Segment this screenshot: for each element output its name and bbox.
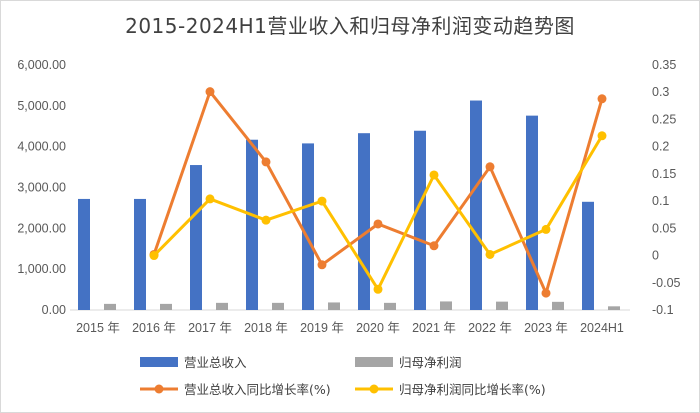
revenue-bar xyxy=(358,133,370,310)
y-right-tick-label: 0.3 xyxy=(652,85,669,99)
net-profit-bar xyxy=(104,303,116,310)
legend-label: 营业总收入同比增长率(%) xyxy=(184,382,331,397)
y-right-tick-label: 0 xyxy=(652,249,659,263)
net-profit-bar xyxy=(440,301,452,310)
y-right-tick-label: 0.05 xyxy=(652,221,676,235)
net-profit-bar xyxy=(328,302,340,310)
y-left-tick-label: 3,000.00 xyxy=(17,181,66,195)
y-left-tick-label: 2,000.00 xyxy=(17,221,66,235)
net-profit-bar xyxy=(552,301,564,310)
revenue-bar xyxy=(414,130,426,310)
net-profit-growth-point xyxy=(373,284,383,294)
net-profit-bar xyxy=(496,301,508,310)
y-right-tick-label: 0.2 xyxy=(652,140,669,154)
y-left-tick-label: 1,000.00 xyxy=(17,262,66,276)
revenue-bar xyxy=(470,100,482,311)
y-left-tick-label: 4,000.00 xyxy=(17,140,66,154)
revenue-growth-point xyxy=(205,87,215,97)
revenue-growth-point xyxy=(373,219,383,229)
revenue-bar xyxy=(78,198,90,310)
net-profit-growth-point xyxy=(149,251,159,261)
y-right-tick-label: -0.1 xyxy=(652,303,674,317)
legend-label: 归母净利润同比增长率(%) xyxy=(399,382,546,397)
revenue-growth-point xyxy=(597,94,607,104)
x-tick-label: 2021 年 xyxy=(412,321,456,335)
legend-marker-revenue-growth xyxy=(154,384,164,394)
revenue-growth-point xyxy=(317,260,327,270)
x-tick-label: 2019 年 xyxy=(300,321,344,335)
revenue-bar xyxy=(526,115,538,310)
revenue-bar xyxy=(134,198,146,310)
x-tick-label: 2015 年 xyxy=(76,321,120,335)
y-right-tick-label: 0.25 xyxy=(652,112,676,126)
legend-swatch-revenue xyxy=(140,357,178,367)
y-right-tick-label: 0.35 xyxy=(652,58,676,72)
chart-title: 2015-2024H1营业收入和归母净利润变动趋势图 xyxy=(125,14,575,38)
revenue-growth-point xyxy=(541,288,551,298)
revenue-growth-point xyxy=(485,162,495,172)
x-tick-label: 2020 年 xyxy=(356,321,400,335)
y-left-tick-label: 6,000.00 xyxy=(17,58,66,72)
y-right-tick-label: -0.05 xyxy=(652,276,681,290)
net-profit-growth-point xyxy=(485,249,495,259)
net-profit-bar xyxy=(272,302,284,310)
legend-label: 归母净利润 xyxy=(399,355,462,370)
y-right-tick-label: 0.15 xyxy=(652,167,676,181)
net-profit-growth-point xyxy=(205,194,215,204)
net-profit-bar xyxy=(216,302,228,310)
y-right-tick-label: 0.1 xyxy=(652,194,669,208)
y-left-tick-label: 0.00 xyxy=(42,303,66,317)
revenue-bar xyxy=(302,143,314,310)
x-tick-label: 2018 年 xyxy=(244,321,288,335)
x-tick-label: 2022 年 xyxy=(468,321,512,335)
revenue-growth-point xyxy=(261,157,271,167)
x-tick-label: 2016 年 xyxy=(132,321,176,335)
revenue-growth-point xyxy=(429,241,439,251)
net-profit-growth-point xyxy=(541,224,551,234)
revenue-bar xyxy=(582,201,594,310)
x-tick-label: 2024H1 xyxy=(580,321,624,335)
net-profit-bar xyxy=(384,302,396,310)
y-left-tick-label: 5,000.00 xyxy=(17,99,66,113)
legend-marker-net-profit-growth xyxy=(369,384,379,394)
net-profit-bar xyxy=(160,303,172,310)
legend-label: 营业总收入 xyxy=(184,355,247,370)
revenue-bar xyxy=(246,139,258,310)
x-tick-label: 2023 年 xyxy=(524,321,568,335)
net-profit-growth-point xyxy=(317,196,327,206)
legend-swatch-net-profit xyxy=(355,357,393,367)
net-profit-growth-point xyxy=(597,131,607,141)
net-profit-bar xyxy=(608,306,620,310)
x-tick-label: 2017 年 xyxy=(188,321,232,335)
net-profit-growth-point xyxy=(261,215,271,225)
revenue-bar xyxy=(190,165,202,310)
net-profit-growth-point xyxy=(429,170,439,180)
